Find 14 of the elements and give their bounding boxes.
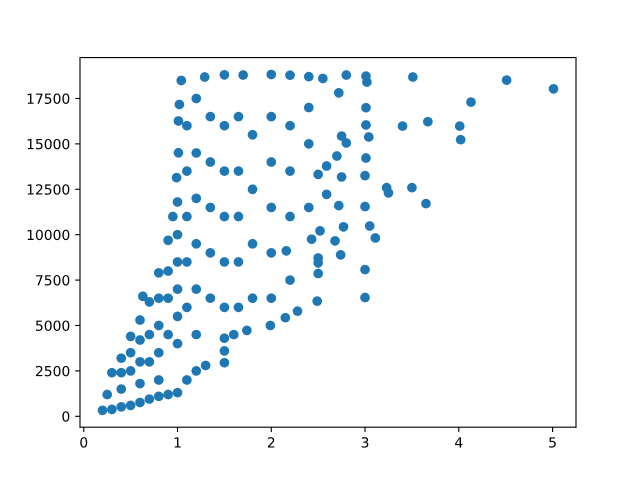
x-tick-label: 1 xyxy=(174,437,181,448)
y-tick-label: 17500 xyxy=(28,93,70,104)
x-tick-label: 3 xyxy=(362,437,368,448)
y-tick-label: 2500 xyxy=(36,366,70,376)
x-tick-label: 5 xyxy=(549,437,556,448)
y-tick-label: 12500 xyxy=(28,184,70,195)
y-tick-label: 0 xyxy=(62,411,70,422)
y-tick-label: 7500 xyxy=(36,275,70,286)
y-tick-label: 15000 xyxy=(28,138,70,150)
y-tick-label: 5000 xyxy=(36,320,70,331)
x-tick-label: 2 xyxy=(268,437,274,448)
y-tick-label: 10000 xyxy=(28,230,70,240)
x-tick-label: 4 xyxy=(455,437,462,448)
x-tick-label: 0 xyxy=(80,437,88,448)
